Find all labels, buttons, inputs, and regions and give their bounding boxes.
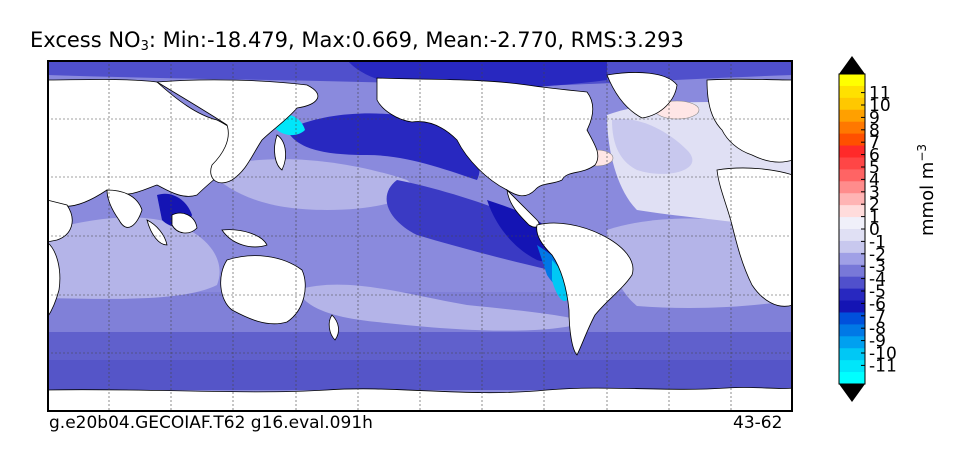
colorbar-tick-label: 7 bbox=[869, 133, 880, 153]
colorbar-tick-label: 1 bbox=[869, 208, 880, 228]
colorbar-swatch bbox=[839, 109, 865, 123]
colorbar-swatch bbox=[839, 181, 865, 194]
units-exponent: −3 bbox=[915, 143, 929, 162]
colorbar-tick-label: -2 bbox=[869, 245, 886, 265]
colorbar-tick-label: 0 bbox=[869, 220, 880, 240]
colorbar-swatch bbox=[839, 300, 865, 313]
colorbar-swatch bbox=[839, 360, 865, 373]
map-frame bbox=[47, 60, 793, 412]
colorbar-swatch bbox=[839, 121, 865, 135]
land-asia-east bbox=[155, 79, 319, 184]
colorbar-swatch bbox=[839, 336, 865, 349]
peru-upwelling-1 bbox=[487, 200, 559, 262]
colorbar-swatch bbox=[839, 276, 865, 290]
land-south-america bbox=[536, 222, 634, 356]
land-borneo bbox=[171, 212, 198, 234]
north-atlantic-mid bbox=[612, 119, 693, 174]
colorbar-swatch bbox=[839, 312, 865, 325]
gridlines bbox=[47, 60, 793, 412]
colorbar-tick-label: 2 bbox=[869, 195, 880, 215]
colorbar-tick-label: -8 bbox=[869, 319, 886, 339]
colorbar-tick-label: -9 bbox=[869, 332, 886, 352]
peru-upwelling-3 bbox=[552, 260, 568, 302]
colorbar-tick-label: -6 bbox=[869, 294, 886, 314]
land-sumatra bbox=[146, 219, 168, 246]
colorbar-tick-label: -4 bbox=[869, 270, 886, 290]
colorbar-tick-label: 10 bbox=[869, 96, 891, 116]
colorbar-units: mmol m−3 bbox=[915, 144, 938, 236]
indian-ocean-light-band bbox=[47, 217, 220, 299]
colorbar-swatch bbox=[839, 133, 865, 147]
land-europe bbox=[706, 78, 793, 163]
north-pacific-deep bbox=[287, 113, 480, 180]
colorbar-swatch bbox=[839, 288, 865, 302]
land-north-america bbox=[376, 77, 599, 197]
colorbar-swatch bbox=[839, 205, 865, 218]
land-australia bbox=[220, 255, 306, 325]
colorbar-swatch bbox=[839, 252, 865, 266]
colorbar-tick-label: -7 bbox=[869, 307, 886, 327]
colorbar-tick-label: -10 bbox=[869, 344, 897, 364]
title-stats: : Min:-18.479, Max:0.669, Mean:-2.770, R… bbox=[148, 28, 684, 52]
land-new-zealand bbox=[328, 314, 339, 341]
plot-title: Excess NO3: Min:-18.479, Max:0.669, Mean… bbox=[30, 28, 810, 54]
colorbar-swatch bbox=[839, 372, 865, 385]
colorbar-tick-label: 3 bbox=[869, 183, 880, 203]
land-japan bbox=[274, 134, 287, 171]
colorbar-tick-label: 8 bbox=[869, 121, 880, 141]
land-antarctica bbox=[47, 387, 793, 412]
colorbar-tick-label: -3 bbox=[869, 257, 886, 277]
colorbar-tick-label: 4 bbox=[869, 170, 880, 190]
land-africa-east bbox=[716, 167, 793, 307]
units-text: mmol m bbox=[917, 161, 938, 236]
land-greenland bbox=[606, 72, 678, 119]
years-label: 43-62 bbox=[733, 413, 783, 433]
land-india bbox=[106, 189, 143, 228]
colorbar-swatch bbox=[839, 217, 865, 230]
colorbar-tick-label: 5 bbox=[869, 158, 880, 178]
colorbar-tick-label: -11 bbox=[869, 356, 897, 376]
case-name-label: g.e20b04.GECOIAF.T62 g16.eval.091h bbox=[49, 413, 373, 433]
land-arabia bbox=[47, 199, 73, 243]
south-pacific-light-band bbox=[297, 284, 587, 331]
colorbar-extend-bottom bbox=[839, 384, 865, 402]
colorbar-swatch bbox=[839, 145, 865, 158]
title-subscript: 3 bbox=[140, 39, 149, 54]
colorbar-swatch bbox=[839, 324, 865, 337]
colorbar-tick-label: 9 bbox=[869, 108, 880, 128]
colorbar-tick-label: 6 bbox=[869, 146, 880, 166]
colorbar-tick-label: -1 bbox=[869, 232, 886, 252]
colorbar-swatch bbox=[839, 169, 865, 182]
colorbar-swatch bbox=[839, 193, 865, 206]
colorbar-swatch bbox=[839, 157, 865, 170]
colorbar-swatch bbox=[839, 74, 865, 87]
colorbar-extend-top bbox=[839, 56, 865, 74]
colorbar-swatch bbox=[839, 240, 865, 254]
ocean-map bbox=[47, 60, 793, 412]
colorbar-tick-label: 11 bbox=[869, 84, 891, 104]
colorbar-swatch bbox=[839, 348, 865, 361]
colorbar-swatch bbox=[839, 229, 865, 242]
north-pacific-light-band bbox=[207, 159, 413, 210]
colorbar-tick-label: -5 bbox=[869, 282, 886, 302]
land-masses bbox=[47, 72, 793, 412]
colorbar-swatch bbox=[839, 97, 865, 111]
colorbar-swatch bbox=[839, 264, 865, 278]
title-variable: Excess NO bbox=[30, 28, 141, 52]
colorbar-swatch bbox=[839, 85, 865, 99]
